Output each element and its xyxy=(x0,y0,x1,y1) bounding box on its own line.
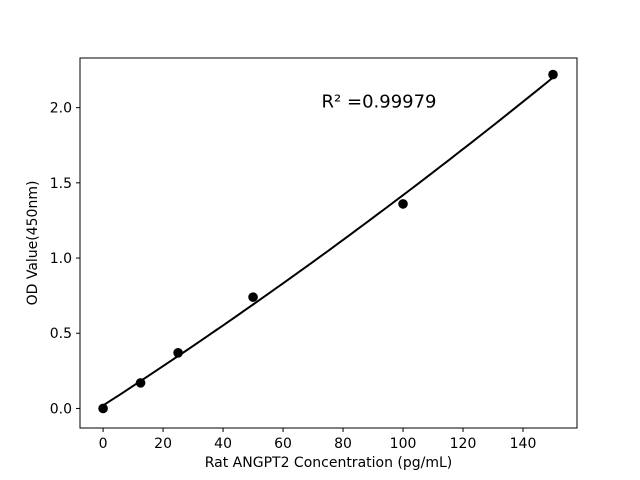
x-tick-label: 20 xyxy=(154,436,172,452)
axes-frame xyxy=(79,57,578,429)
x-tick-label: 40 xyxy=(214,436,232,452)
data-point xyxy=(248,292,258,302)
data-point xyxy=(548,69,558,80)
data-point xyxy=(398,199,408,209)
x-tick-label: 0 xyxy=(99,436,108,452)
data-point xyxy=(173,347,183,358)
x-tick-label: 60 xyxy=(274,436,292,452)
x-tick-label: 120 xyxy=(450,436,477,452)
fit-line xyxy=(102,76,554,407)
data-point xyxy=(135,378,146,388)
y-axis-label: OD Value(450nm) xyxy=(25,181,41,306)
x-axis-label: Rat ANGPT2 Concentration (pg/mL) xyxy=(205,455,453,471)
y-tick-label: 1.5 xyxy=(50,176,72,192)
r-squared-annotation: R² =0.99979 xyxy=(322,92,437,113)
x-tick-label: 80 xyxy=(334,436,352,452)
y-tick-label: 0.0 xyxy=(50,401,72,417)
y-tick-label: 2.0 xyxy=(50,101,72,117)
x-tick-label: 100 xyxy=(390,436,417,452)
y-tick-label: 0.5 xyxy=(50,326,72,342)
data-point xyxy=(98,403,108,414)
x-tick-label: 140 xyxy=(510,436,537,452)
y-tick-label: 1.0 xyxy=(50,251,72,267)
